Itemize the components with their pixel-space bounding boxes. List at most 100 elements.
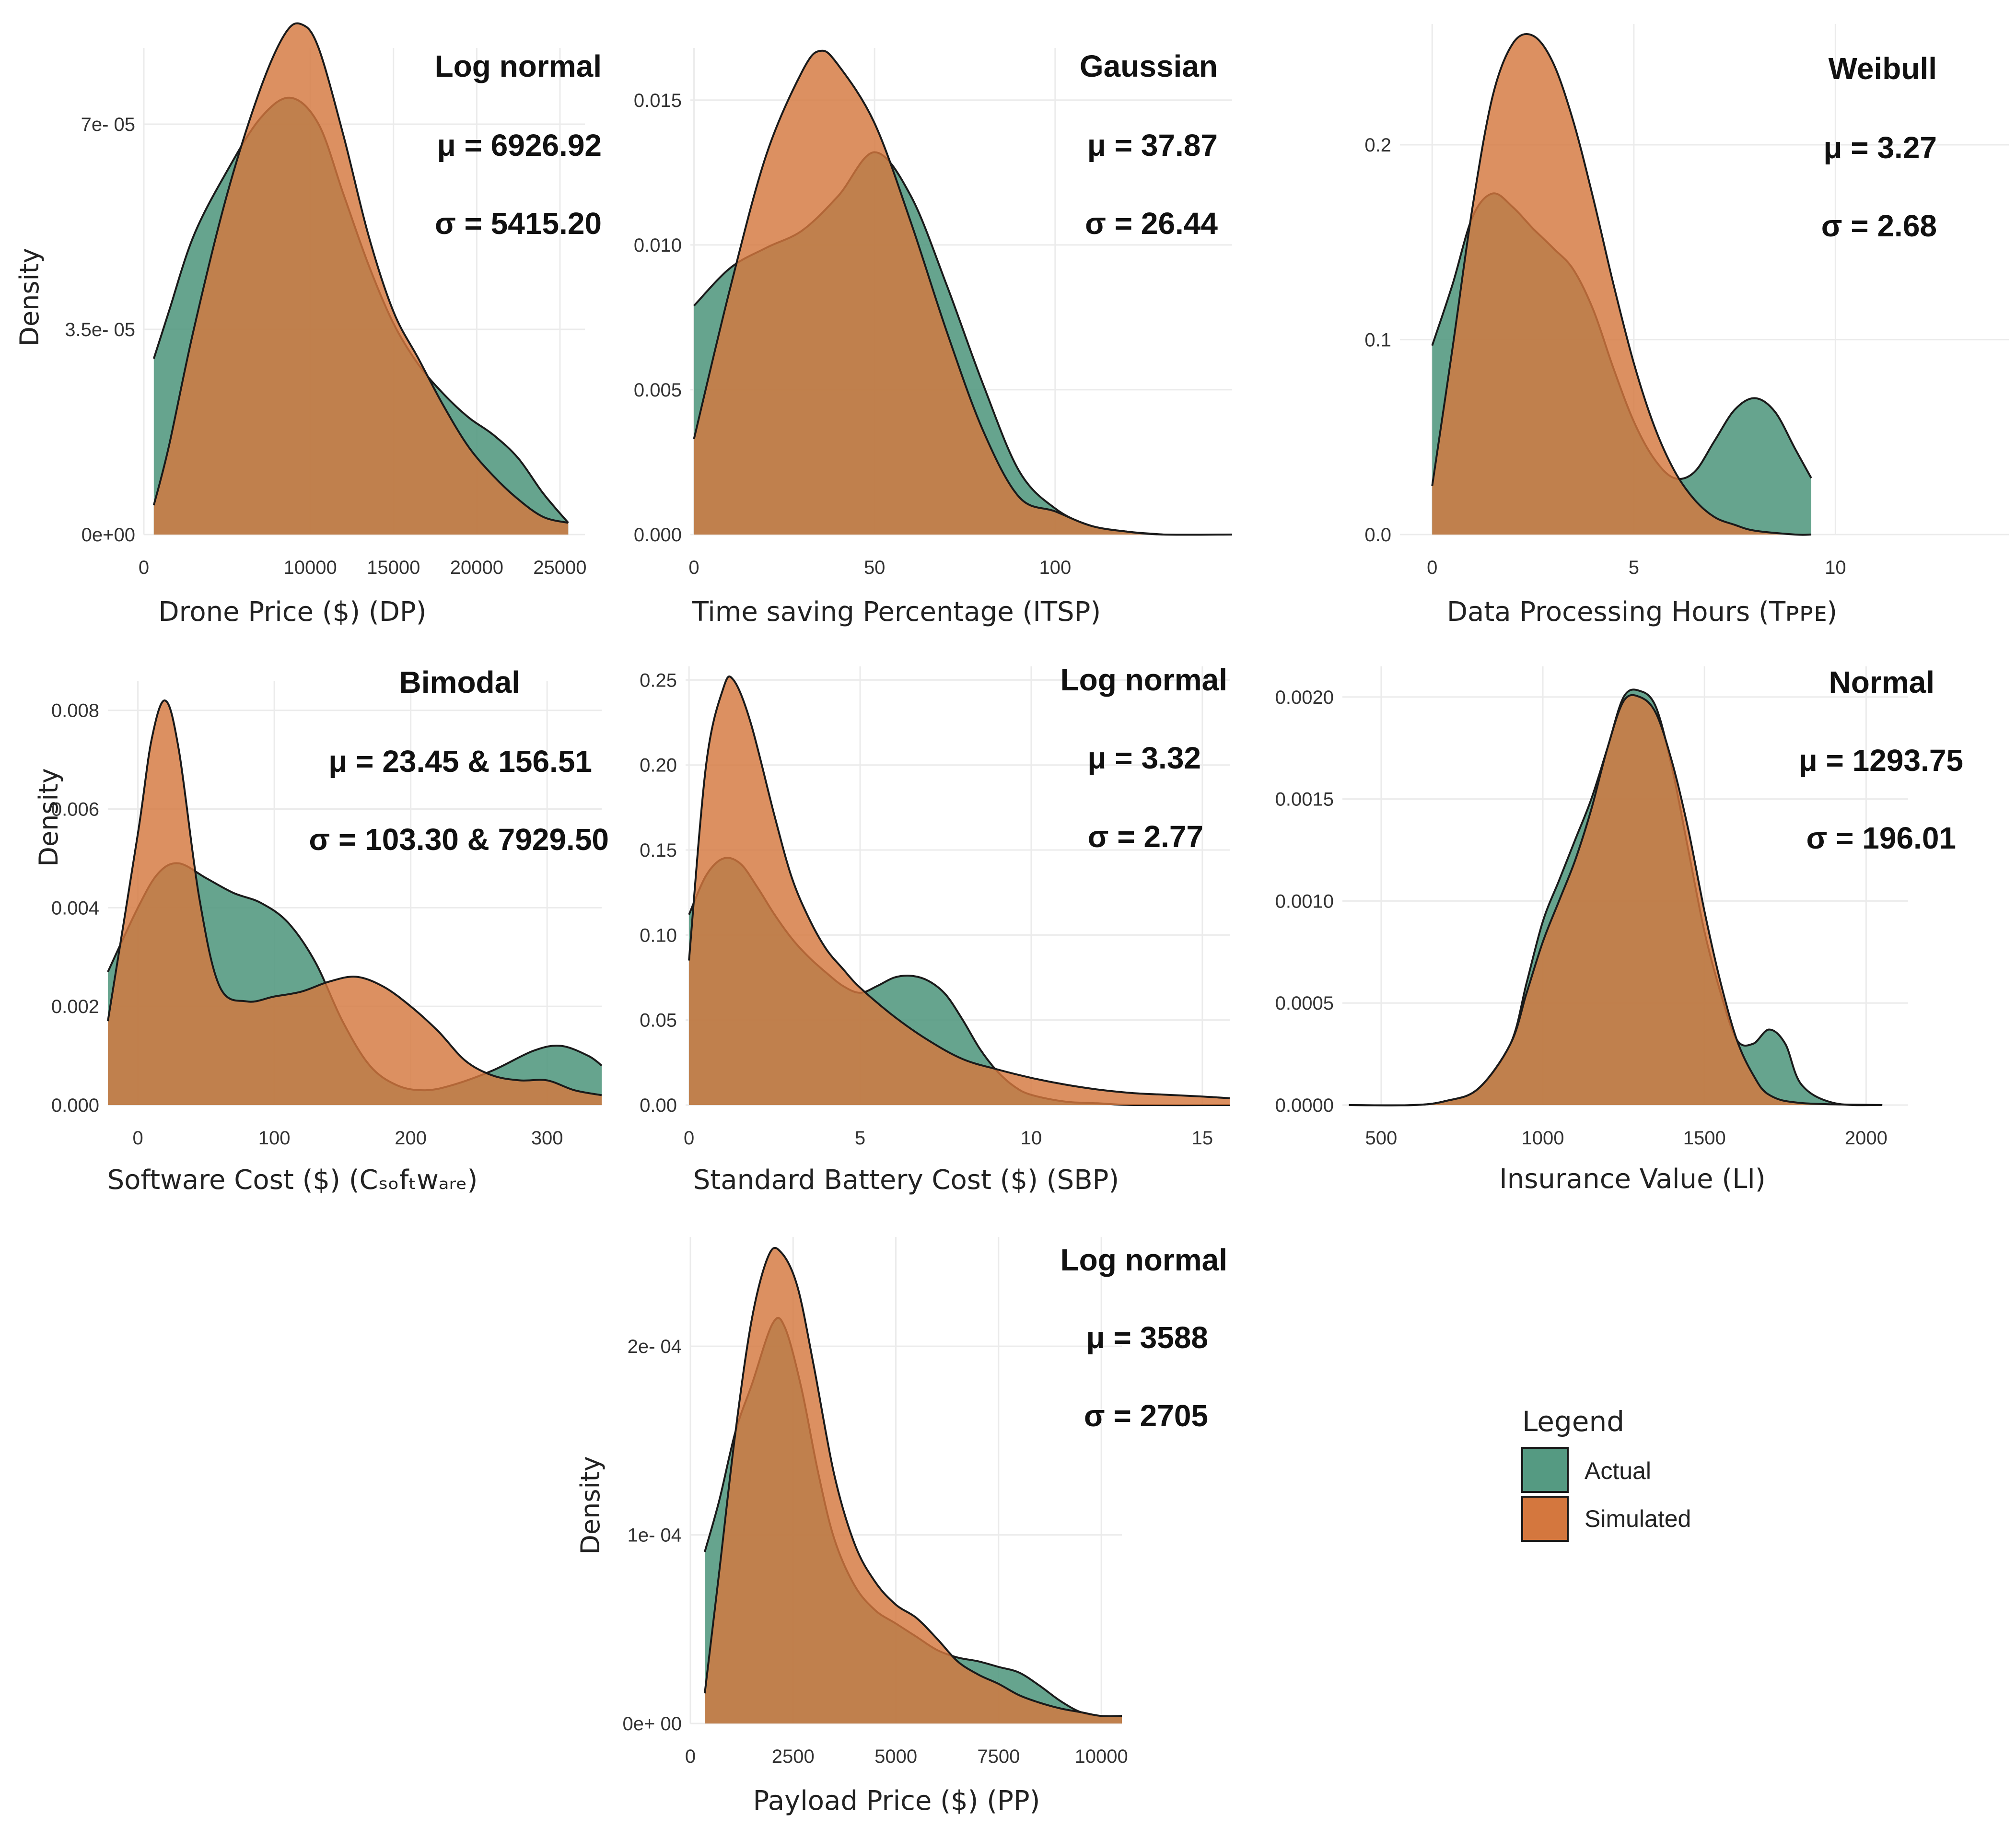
x-tick-label: 7500 — [977, 1746, 1020, 1767]
x-tick-label: 0 — [132, 1128, 143, 1149]
distribution-title: Bimodal — [399, 665, 520, 699]
y-axis-title: Density — [34, 768, 64, 866]
y-tick-label: 0.000 — [51, 1095, 99, 1116]
y-tick-labels: 0.00 0.05 0.10 0.15 0.20 0.25 — [640, 670, 677, 1116]
y-tick-label: 0.0015 — [1275, 789, 1334, 810]
simulated-density-area — [1349, 695, 1883, 1106]
density-areas — [1431, 33, 1812, 536]
mu-annotation: μ = 23.45 & 156.51 — [328, 744, 592, 779]
panel-drone-price: 0 10000 15000 20000 25000 0e+00 3.5e- 05 7e- 0… — [14, 22, 602, 628]
y-tick-label: 0.015 — [634, 90, 682, 111]
x-tick-label: 0 — [685, 1746, 696, 1767]
y-tick-label: 0.2 — [1364, 135, 1391, 156]
x-tick-label: 0 — [684, 1128, 694, 1149]
x-axis-title: Data Processing Hours (Tᴘᴘᴇ) — [1447, 596, 1837, 628]
x-axis-title: Time saving Percentage (ITSP) — [692, 596, 1101, 628]
x-tick-labels: 0 2500 5000 7500 10000 — [685, 1746, 1128, 1767]
sigma-annotation: σ = 103.30 & 7929.50 — [309, 822, 609, 857]
y-tick-label: 0.20 — [640, 755, 677, 776]
y-tick-label: 0e+00 — [82, 524, 135, 546]
x-tick-labels: 500 1000 1500 2000 — [1365, 1128, 1888, 1149]
y-tick-label: 0.0 — [1364, 524, 1391, 546]
x-tick-label: 2500 — [772, 1746, 815, 1767]
x-tick-label: 300 — [531, 1128, 563, 1149]
simulated-density-area — [705, 1247, 1122, 1723]
y-tick-label: 0.1 — [1364, 330, 1391, 351]
y-tick-label: 0.0020 — [1275, 687, 1334, 708]
distribution-title: Log normal — [1060, 1243, 1227, 1277]
y-tick-label: 0.002 — [51, 996, 99, 1017]
y-tick-label: 0e+ 00 — [623, 1713, 682, 1735]
y-tick-labels: 0.000 0.005 0.010 0.015 — [634, 90, 682, 546]
x-axis-title: Software Cost ($) (Cₛₒfₜwₐᵣₑ) — [107, 1164, 478, 1196]
density-areas — [704, 1246, 1122, 1723]
legend-label-simulated: Simulated — [1585, 1505, 1691, 1532]
x-tick-label: 15000 — [367, 557, 420, 578]
x-tick-label: 10000 — [284, 557, 337, 578]
x-tick-labels: 0 5 10 15 — [684, 1128, 1213, 1149]
sigma-annotation: σ = 2.68 — [1821, 209, 1937, 243]
simulated-density-line — [152, 22, 569, 524]
legend-swatch-actual — [1521, 1447, 1569, 1493]
y-tick-labels: 0.0000 0.0005 0.0010 0.0015 0.0020 — [1275, 687, 1334, 1116]
x-tick-label: 10 — [1825, 557, 1846, 578]
x-tick-label: 1500 — [1683, 1128, 1726, 1149]
y-tick-label: 0.005 — [634, 380, 682, 401]
x-tick-label: 50 — [864, 557, 886, 578]
x-tick-label: 0 — [139, 557, 149, 578]
y-tick-label: 1e- 04 — [628, 1525, 682, 1546]
y-tick-label: 0.008 — [51, 700, 99, 722]
panel-battery-cost: 0 5 10 15 0.00 0.05 0.10 0.15 0.20 0.25 Standard… — [640, 663, 1230, 1196]
panel-payload-price: 0 2500 5000 7500 10000 0e+ 00 1e- 04 2e- 04 Pa… — [575, 1237, 1227, 1816]
x-tick-label: 2000 — [1845, 1128, 1888, 1149]
y-tick-label: 0.0005 — [1275, 993, 1334, 1014]
y-tick-labels: 0e+ 00 1e- 04 2e- 04 — [623, 1336, 682, 1735]
x-tick-labels: 0 10000 15000 20000 25000 — [139, 557, 587, 578]
y-tick-label: 0.006 — [51, 799, 99, 820]
x-axis-title: Payload Price ($) (PP) — [753, 1785, 1040, 1816]
x-tick-label: 5000 — [874, 1746, 917, 1767]
y-axis-title: Density — [575, 1456, 606, 1554]
y-tick-label: 0.10 — [640, 925, 677, 946]
simulated-density-area — [108, 700, 602, 1105]
y-tick-label: 0.00 — [640, 1095, 677, 1116]
x-tick-labels: 0 5 10 — [1427, 557, 1846, 578]
mu-annotation: μ = 6926.92 — [437, 128, 602, 163]
simulated-density-line — [1431, 33, 1811, 536]
x-tick-label: 500 — [1365, 1128, 1398, 1149]
distribution-title: Weibull — [1829, 51, 1937, 86]
density-areas — [1349, 688, 1883, 1106]
mu-annotation: μ = 1293.75 — [1799, 743, 1963, 778]
distribution-title: Gaussian — [1080, 49, 1218, 83]
sigma-annotation: σ = 196.01 — [1806, 821, 1956, 855]
x-tick-label: 20000 — [450, 557, 503, 578]
density-areas — [152, 22, 569, 535]
y-tick-labels: 0e+00 3.5e- 05 7e- 05 — [65, 114, 135, 546]
x-axis-title: Insurance Value (LI) — [1499, 1164, 1766, 1195]
distribution-title: Log normal — [1060, 663, 1227, 697]
panel-software-cost: 0 100 200 300 0.000 0.002 0.004 0.006 0.008 Sof… — [34, 665, 609, 1196]
x-tick-labels: 0 50 100 — [688, 557, 1071, 578]
mu-annotation: μ = 3.27 — [1823, 130, 1937, 165]
mu-annotation: μ = 3.32 — [1087, 741, 1201, 775]
x-axis-title: Drone Price ($) (DP) — [158, 596, 426, 628]
sigma-annotation: σ = 26.44 — [1085, 206, 1218, 241]
y-tick-label: 0.15 — [640, 840, 677, 861]
x-tick-label: 5 — [855, 1128, 865, 1149]
x-tick-label: 5 — [1629, 557, 1639, 578]
x-tick-label: 100 — [1039, 557, 1071, 578]
mu-annotation: μ = 37.87 — [1087, 128, 1218, 163]
sigma-annotation: σ = 2.77 — [1088, 819, 1203, 854]
x-tick-label: 100 — [258, 1128, 291, 1149]
density-areas — [107, 699, 603, 1105]
simulated-density-area — [1432, 34, 1811, 535]
y-tick-label: 7e- 05 — [81, 114, 135, 135]
sigma-annotation: σ = 5415.20 — [435, 206, 602, 241]
distribution-title: Log normal — [435, 49, 602, 83]
legend-swatch-simulated — [1521, 1496, 1569, 1542]
y-tick-label: 0.0010 — [1275, 891, 1334, 912]
y-tick-label: 0.25 — [640, 670, 677, 691]
y-tick-labels: 0.000 0.002 0.004 0.006 0.008 — [51, 700, 99, 1116]
y-tick-label: 0.000 — [634, 524, 682, 546]
